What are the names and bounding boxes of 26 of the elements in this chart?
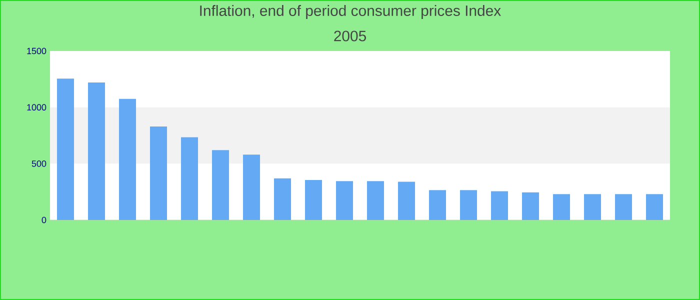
y-tick-label: 1000 [27,104,46,111]
bar [57,78,74,220]
bar [367,181,384,220]
bar [460,190,478,220]
bar [274,178,292,220]
bar [181,137,198,220]
bar [150,126,168,220]
bar [553,194,570,220]
bar [491,191,508,220]
bar [429,190,446,220]
bar [522,192,540,220]
bar [119,98,136,220]
y-tick-label: 500 [32,160,46,167]
y-tick-label: 1500 [27,48,46,54]
y-tick-label: 0 [42,216,46,224]
bar [243,154,260,220]
bar [615,194,632,220]
bar [212,150,230,220]
bar [398,182,416,220]
bar [584,194,602,220]
bar [336,181,354,220]
bar [646,194,664,220]
bar [88,82,106,220]
chart-subtitle: 2005 [334,30,366,42]
bar [305,180,322,220]
chart-title: Inflation, end of period consumer prices Index [200,5,501,19]
